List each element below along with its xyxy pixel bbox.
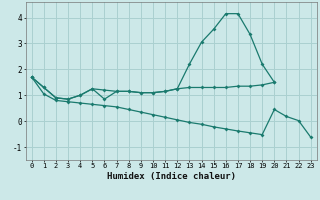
X-axis label: Humidex (Indice chaleur): Humidex (Indice chaleur) xyxy=(107,172,236,181)
